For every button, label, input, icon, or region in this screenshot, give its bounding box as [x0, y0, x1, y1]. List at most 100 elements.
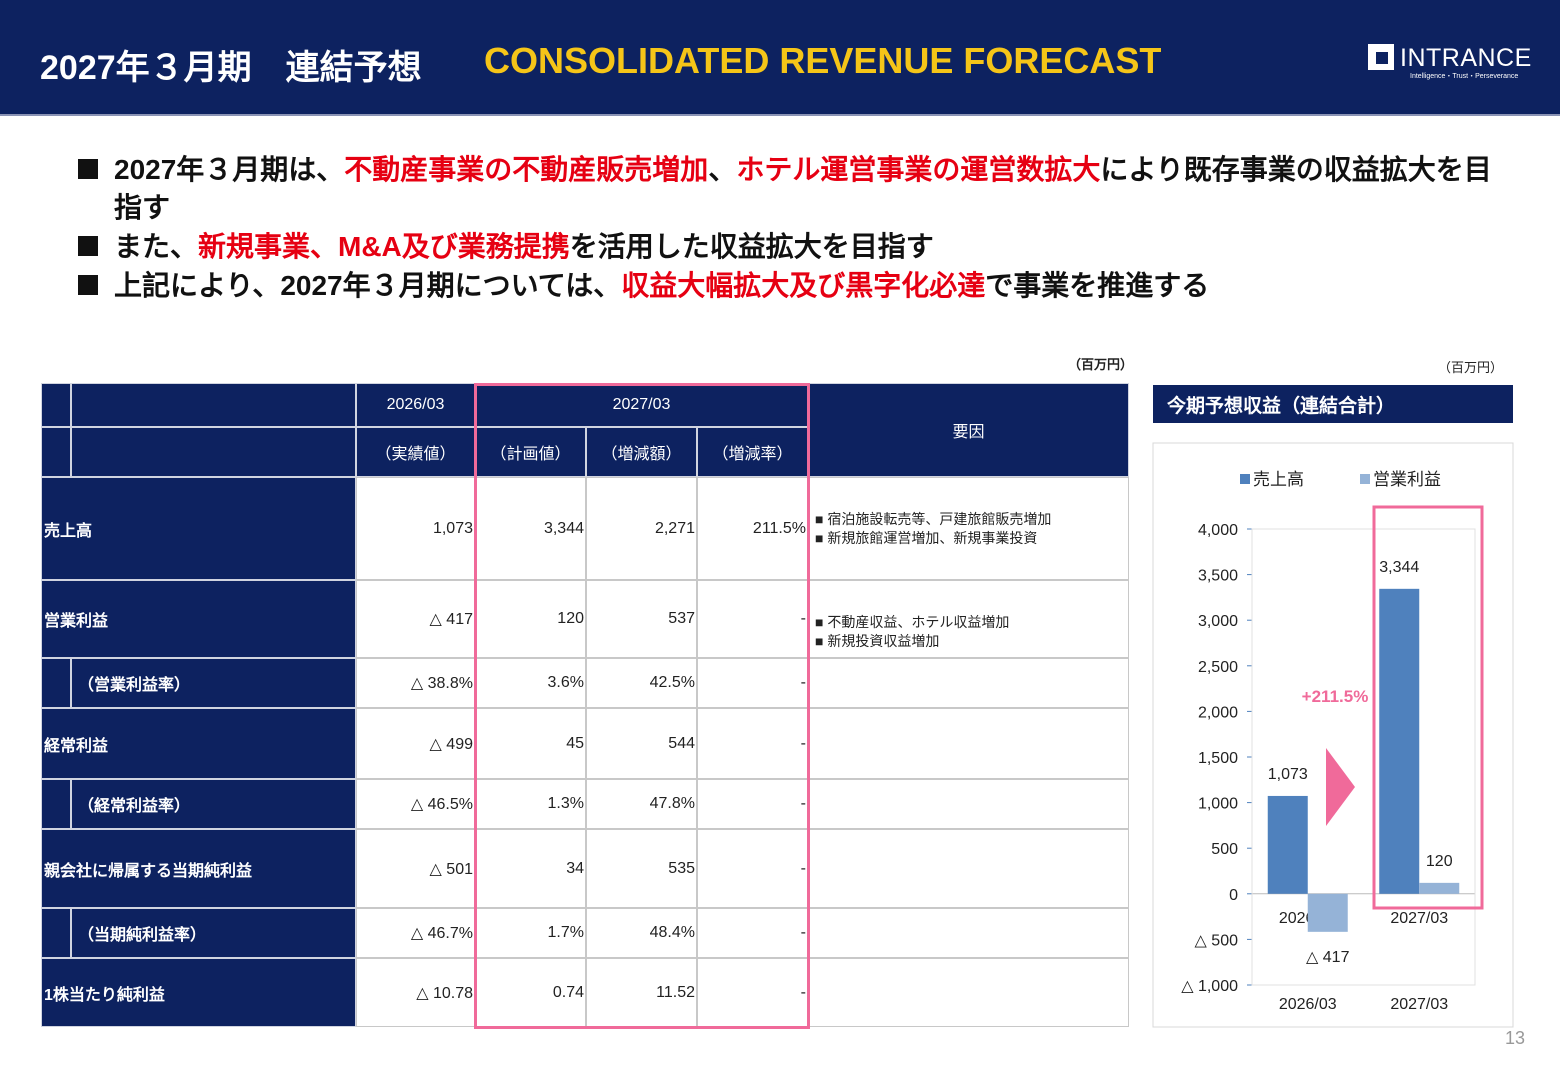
factor-text: ■ 新規投資収益増加: [815, 633, 940, 649]
table-cell: △ 499: [356, 708, 475, 779]
header-blank: [41, 427, 71, 477]
bullet-text: で事業を推進する: [985, 270, 1210, 301]
y-tick-label: 3,000: [1198, 613, 1238, 630]
header-blank: [41, 383, 71, 427]
page-number: 13: [1505, 1028, 1526, 1048]
chart-unit: （百万円）: [1438, 360, 1504, 375]
y-tick-label: 1,500: [1198, 750, 1238, 767]
factor-cell: [808, 779, 1129, 829]
row-label: 経常利益: [41, 708, 356, 779]
table-unit: （百万円）: [1068, 357, 1134, 372]
y-tick-label: △ 500: [1195, 932, 1239, 949]
table-cell: -: [697, 779, 808, 829]
chart-frame: [1152, 442, 1514, 1028]
y-tick-label: 1,000: [1198, 796, 1238, 813]
row-label: 営業利益: [41, 580, 356, 658]
data-label: △ 417: [1306, 949, 1350, 966]
row-label: （当期純利益率）: [71, 908, 356, 958]
table-cell: △ 10.78: [356, 958, 475, 1027]
legend-label: 営業利益: [1373, 470, 1441, 489]
bullet: 上記により、2027年３月期については、収益大幅拡大及び黒字化必達で事業を推進す…: [78, 267, 1518, 305]
header-bar: [0, 0, 1560, 116]
table-cell: 34: [475, 829, 586, 908]
column-header: （増減額）: [586, 427, 697, 477]
annotation: +211.5%: [1302, 687, 1369, 706]
highlight-box: [474, 383, 810, 1029]
row-label: 親会社に帰属する当期純利益: [41, 829, 356, 908]
table-cell: -: [697, 908, 808, 958]
header-blank: [71, 383, 356, 427]
row-indent: [41, 658, 71, 708]
bullet-text: により既存事業の収益拡大を目指す: [114, 154, 1492, 223]
table-cell: 11.52: [586, 958, 697, 1027]
table-cell: 120: [475, 580, 586, 658]
table-cell: 1,073: [356, 477, 475, 580]
y-tick-label: 2,000: [1198, 704, 1238, 721]
bullet: 2027年３月期は、不動産事業の不動産販売増加、ホテル運営事業の運営数拡大により…: [78, 151, 1518, 227]
table-cell: △ 38.8%: [356, 658, 475, 708]
row-label: 売上高: [41, 477, 356, 580]
legend-swatch: [1360, 474, 1370, 484]
factor-cell: [808, 958, 1129, 1027]
title-en: CONSOLIDATED REVENUE FORECAST: [484, 40, 1162, 81]
table-cell: -: [697, 958, 808, 1027]
header-blank: [71, 427, 356, 477]
bullet: また、新規事業、M&A及び業務提携を活用した収益拡大を目指す: [78, 228, 1518, 266]
factor-cell: [808, 708, 1129, 779]
table-cell: -: [697, 580, 808, 658]
data-label: 1,073: [1268, 766, 1308, 783]
x-tick-label: 2027/03: [1390, 996, 1448, 1013]
category-label: 2027/03: [1390, 910, 1448, 927]
factor-cell: [808, 658, 1129, 708]
data-label: 3,344: [1379, 559, 1419, 576]
x-tick-label: 2026/03: [1279, 996, 1337, 1013]
table-cell: 47.8%: [586, 779, 697, 829]
bullet-text: 収益大幅拡大及び黒字化必達: [621, 270, 986, 301]
table-cell: 48.4%: [586, 908, 697, 958]
factor-cell: [808, 829, 1129, 908]
column-header: （増減率）: [697, 427, 808, 477]
table-cell: 544: [586, 708, 697, 779]
table-cell: 211.5%: [697, 477, 808, 580]
table-cell: 42.5%: [586, 658, 697, 708]
table-cell: △ 417: [356, 580, 475, 658]
table-cell: -: [697, 708, 808, 779]
table-cell: 1.3%: [475, 779, 586, 829]
highlight-box: [1372, 505, 1484, 910]
logo: INTRANCE: [1400, 44, 1532, 72]
logo-icon: [1368, 44, 1394, 70]
bullet-text: 、: [708, 154, 737, 185]
plot-frame: [1251, 528, 1476, 986]
bullet-text: また、: [114, 231, 199, 262]
chart-title: 今期予想収益（連結合計）: [1153, 385, 1513, 423]
y-tick-label: 0: [1229, 887, 1238, 904]
row-label: （経常利益率）: [71, 779, 356, 829]
bullet-text: 新規事業、M&A及び業務提携: [198, 231, 570, 262]
table-cell: △ 46.7%: [356, 908, 475, 958]
bar: [1267, 795, 1308, 894]
factor-cell: ■ 宿泊施設転売等、戸建旅館販売増加 ■ 新規旅館運営増加、新規事業投資: [808, 477, 1129, 580]
bar: [1307, 893, 1348, 932]
bullet-text: 2027年３月期は、: [114, 154, 345, 185]
table-cell: -: [697, 829, 808, 908]
table-cell: 0.74: [475, 958, 586, 1027]
table-cell: △ 46.5%: [356, 779, 475, 829]
title: 2027年３月期 連結予想: [40, 49, 422, 87]
table-cell: 3.6%: [475, 658, 586, 708]
factor-text: ■ 不動産収益、ホテル収益増加: [815, 614, 1010, 630]
row-indent: [41, 779, 71, 829]
column-header: 2027/03: [475, 383, 808, 427]
y-tick-label: △ 1,000: [1181, 978, 1238, 995]
bullet-text: 不動産事業の不動産販売増加: [344, 154, 709, 185]
table-cell: 535: [586, 829, 697, 908]
row-label: 1株当たり純利益: [41, 958, 356, 1027]
row-indent: [41, 908, 71, 958]
y-tick-label: 500: [1211, 841, 1238, 858]
bar: [1419, 882, 1460, 894]
tagline: Intelligence・Trust・Perseverance: [1410, 73, 1519, 80]
table-cell: △ 501: [356, 829, 475, 908]
table-cell: 2,271: [586, 477, 697, 580]
table-cell: 537: [586, 580, 697, 658]
